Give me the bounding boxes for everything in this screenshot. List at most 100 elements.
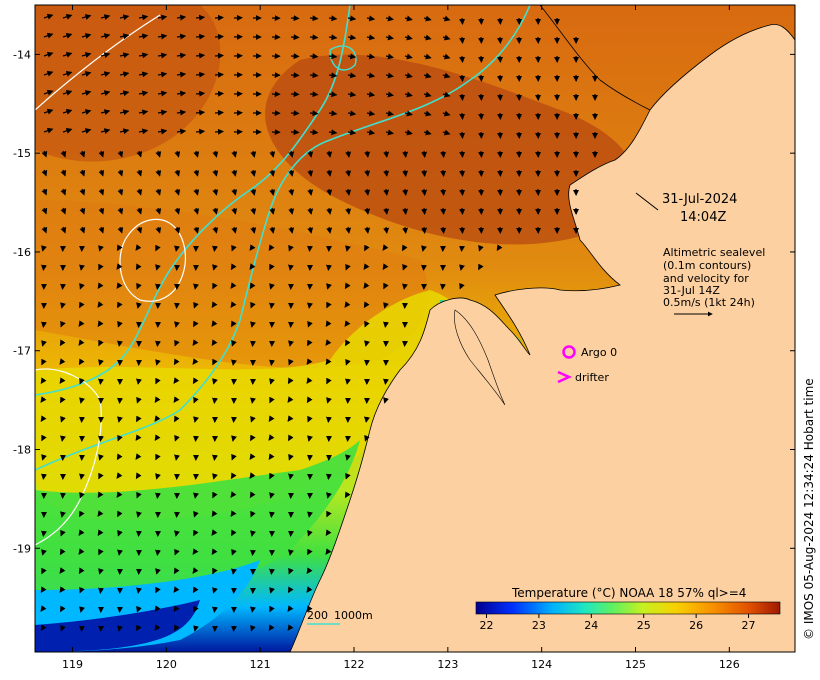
velocity-arrow xyxy=(307,321,313,328)
velocity-arrow xyxy=(174,207,181,215)
velocity-arrow xyxy=(402,207,409,215)
velocity-arrow xyxy=(155,283,161,290)
velocity-arrow xyxy=(40,415,47,423)
velocity-arrow xyxy=(81,71,92,77)
velocity-arrow xyxy=(79,491,85,499)
velocity-arrow xyxy=(176,14,187,21)
velocity-arrow xyxy=(347,129,357,136)
velocity-arrow xyxy=(119,52,130,59)
velocity-arrow xyxy=(174,150,181,158)
velocity-arrow xyxy=(119,33,130,40)
velocity-arrow xyxy=(440,207,447,215)
velocity-arrow xyxy=(59,339,66,347)
velocity-arrow xyxy=(231,320,237,328)
velocity-arrow xyxy=(41,530,47,537)
velocity-arrow xyxy=(176,71,187,78)
velocity-arrow xyxy=(135,244,142,251)
y-tick-label: -16 xyxy=(13,246,31,259)
velocity-arrow xyxy=(41,434,47,442)
velocity-arrow xyxy=(138,14,149,21)
velocity-arrow xyxy=(440,150,447,158)
velocity-arrow xyxy=(60,435,66,442)
velocity-arrow xyxy=(41,549,47,556)
velocity-arrow xyxy=(442,110,451,117)
velocity-arrow xyxy=(269,605,275,613)
velocity-arrow xyxy=(62,32,73,39)
velocity-arrow xyxy=(385,91,394,98)
velocity-arrow xyxy=(212,587,218,594)
velocity-arrow xyxy=(347,72,357,79)
velocity-arrow xyxy=(176,33,187,40)
velocity-arrow xyxy=(212,473,218,480)
velocity-arrow xyxy=(97,320,104,328)
velocity-arrow xyxy=(78,320,85,327)
velocity-arrow xyxy=(364,435,370,442)
velocity-arrow xyxy=(173,586,180,593)
velocity-arrow xyxy=(328,91,338,98)
velocity-arrow xyxy=(155,359,161,366)
velocity-arrow xyxy=(366,72,376,79)
velocity-arrow xyxy=(117,416,123,423)
velocity-arrow xyxy=(78,567,85,575)
velocity-arrow xyxy=(155,340,161,347)
velocity-arrow xyxy=(364,169,371,177)
cool-band-green xyxy=(35,440,360,600)
velocity-arrow xyxy=(41,567,47,575)
velocity-arrow xyxy=(306,586,313,593)
velocity-arrow xyxy=(421,188,428,196)
velocity-arrow xyxy=(59,586,66,593)
velocity-arrow xyxy=(249,491,256,499)
velocity-arrow xyxy=(60,605,66,613)
velocity-arrow xyxy=(41,473,47,480)
velocity-arrow xyxy=(404,34,413,41)
velocity-arrow xyxy=(287,396,294,403)
velocity-arrow xyxy=(214,71,225,78)
velocity-arrow xyxy=(307,435,313,442)
velocity-arrow xyxy=(174,624,180,632)
velocity-arrow xyxy=(231,188,238,196)
velocity-arrow xyxy=(117,625,123,632)
velocity-arrow xyxy=(98,245,104,252)
velocity-arrow xyxy=(231,207,238,215)
velocity-arrow xyxy=(442,15,451,22)
velocity-arrow xyxy=(116,472,123,479)
velocity-arrow xyxy=(326,226,333,234)
velocity-arrow xyxy=(364,226,371,234)
velocity-arrow xyxy=(269,472,275,480)
velocity-arrow xyxy=(174,188,181,196)
velocity-arrow xyxy=(136,302,142,309)
velocity-arrow xyxy=(326,416,332,423)
velocity-arrow xyxy=(176,128,187,135)
velocity-arrow xyxy=(231,226,238,234)
velocity-arrow xyxy=(81,128,92,134)
velocity-arrow xyxy=(192,358,199,365)
velocity-arrow xyxy=(442,91,451,98)
velocity-arrow xyxy=(79,207,86,215)
velocity-arrow xyxy=(385,110,394,117)
velocity-arrow xyxy=(307,339,313,347)
velocity-arrow xyxy=(154,434,161,442)
velocity-arrow xyxy=(459,36,466,44)
velocity-arrow xyxy=(79,586,85,594)
velocity-arrow xyxy=(195,71,206,78)
velocity-arrow xyxy=(98,263,104,271)
velocity-arrow xyxy=(347,110,357,117)
y-tick-label: -19 xyxy=(13,542,31,555)
velocity-arrow xyxy=(230,491,237,498)
velocity-arrow xyxy=(98,339,104,347)
velocity-arrow xyxy=(402,188,409,196)
velocity-arrow xyxy=(288,340,294,347)
sealevel-contour-1 xyxy=(119,218,187,302)
velocity-arrow xyxy=(230,510,237,517)
velocity-arrow xyxy=(59,377,66,384)
velocity-arrow xyxy=(41,454,47,461)
velocity-arrow xyxy=(98,587,104,594)
velocity-arrow xyxy=(326,169,333,177)
velocity-arrow xyxy=(62,13,73,20)
velocity-arrow xyxy=(60,624,66,632)
x-tick-label: 125 xyxy=(625,658,646,671)
velocity-arrow xyxy=(174,434,180,442)
velocity-arrow xyxy=(269,359,275,366)
velocity-arrow xyxy=(347,15,357,22)
velocity-arrow xyxy=(214,128,225,135)
